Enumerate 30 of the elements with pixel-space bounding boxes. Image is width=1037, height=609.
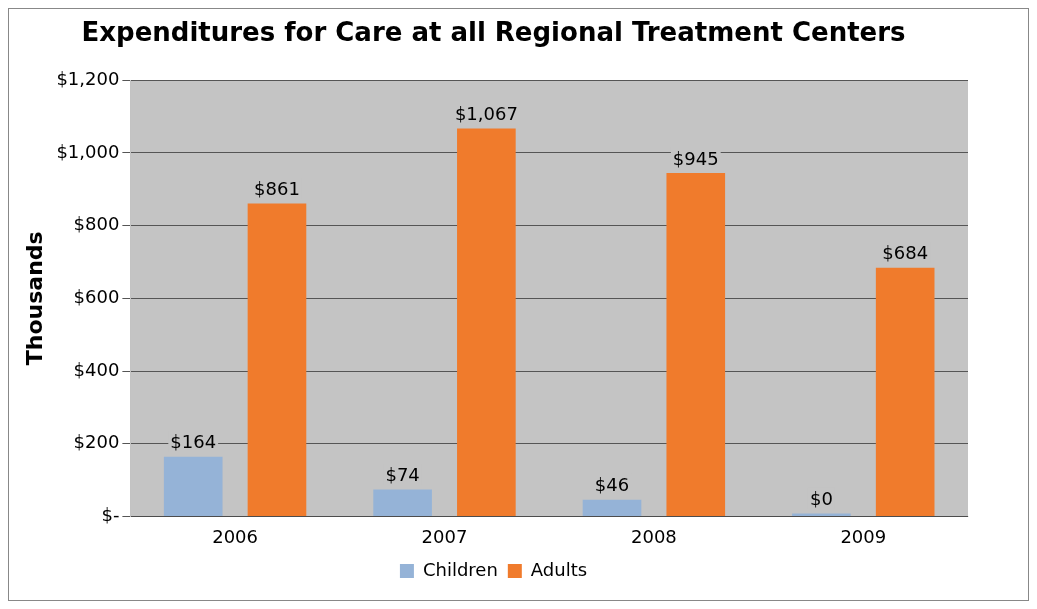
data-label: $0 <box>809 488 833 510</box>
data-label: $74 <box>385 464 420 486</box>
bar <box>457 128 516 516</box>
bar <box>666 172 726 516</box>
legend-label: Adults <box>530 558 588 580</box>
y-tick-label: $- <box>101 504 120 526</box>
bar <box>373 489 432 516</box>
y-axis-title: Thousands <box>21 231 47 366</box>
data-label: $46 <box>594 474 630 496</box>
data-label: $684 <box>882 242 929 264</box>
y-tick-label: $1,200 <box>56 67 120 89</box>
chart-title: Expenditures for Care at all Regional Treatment Centers <box>81 17 906 48</box>
bar <box>247 203 307 516</box>
bar <box>163 456 223 516</box>
legend-label: Children <box>422 558 498 580</box>
y-tick-label: $1,000 <box>56 140 120 162</box>
data-label: $1,067 <box>454 103 518 125</box>
data-label: $861 <box>254 178 300 200</box>
y-tick-label: $800 <box>73 213 120 235</box>
bar <box>875 267 935 516</box>
x-tick-label: 2006 <box>212 525 258 547</box>
y-tick-label: $200 <box>73 431 120 453</box>
data-label: $945 <box>672 147 719 169</box>
x-tick-label: 2009 <box>840 525 887 547</box>
x-tick-label: 2008 <box>630 525 677 547</box>
y-tick-label: $600 <box>73 285 120 307</box>
x-tick-label: 2007 <box>421 525 468 547</box>
data-label: $164 <box>170 431 217 453</box>
y-tick-label: $400 <box>73 358 120 380</box>
bar <box>582 499 642 516</box>
